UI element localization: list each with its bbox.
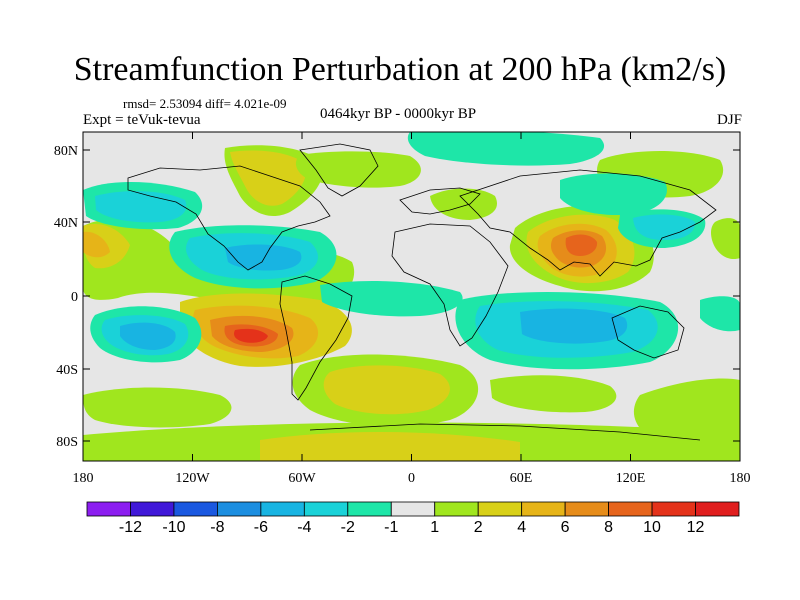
contour-pos bbox=[83, 387, 232, 428]
x-tick-label: 180 bbox=[73, 471, 94, 486]
experiment-label: Expt = teVuk-tevua bbox=[83, 112, 201, 128]
colorbar: -12 -10 -8 -6 -4 -2 -1 1 2 4 6 8 10 12 bbox=[86, 501, 740, 536]
colorbar-label: 1 bbox=[430, 519, 439, 536]
contour-neg bbox=[407, 132, 605, 166]
period-label: 0464kyr BP - 0000kyr BP bbox=[320, 106, 477, 122]
stats-text: rmsd= 2.53094 diff= 4.021e-09 bbox=[123, 96, 287, 111]
x-tick-label: 120E bbox=[616, 471, 646, 486]
y-axis: 80N 40N 0 40S 80S bbox=[54, 144, 740, 450]
colorbar-swatch bbox=[260, 501, 305, 517]
colorbar-swatch bbox=[564, 501, 610, 517]
colorbar-label: -12 bbox=[119, 519, 142, 536]
colorbar-swatch bbox=[434, 501, 479, 517]
colorbar-swatch bbox=[695, 501, 740, 517]
colorbar-label: 6 bbox=[561, 519, 570, 536]
colorbar-label: 4 bbox=[517, 519, 526, 536]
colorbar-swatch bbox=[173, 501, 218, 517]
y-tick-label: 40N bbox=[54, 216, 78, 231]
x-tick-label: 180 bbox=[730, 471, 751, 486]
contour-neg bbox=[320, 280, 463, 317]
contour-pos bbox=[323, 365, 450, 415]
x-tick-label: 120W bbox=[175, 471, 210, 486]
colorbar-label: -6 bbox=[254, 519, 268, 536]
contour-neg bbox=[633, 214, 696, 240]
chart-title: Streamfunction Perturbation at 200 hPa (… bbox=[73, 51, 727, 88]
contour-pos bbox=[711, 218, 740, 260]
colorbar-label: 12 bbox=[687, 519, 705, 536]
x-axis: 180 120W 60W 0 60E 120E 180 bbox=[73, 132, 751, 486]
colorbar-swatch bbox=[130, 501, 175, 517]
contour-neg bbox=[120, 322, 176, 350]
y-tick-label: 80S bbox=[56, 435, 78, 450]
colorbar-swatch bbox=[477, 501, 523, 517]
season-label: DJF bbox=[716, 112, 742, 128]
contour-pos bbox=[83, 231, 110, 258]
contour-pos bbox=[430, 188, 498, 220]
y-tick-label: 40S bbox=[56, 363, 78, 378]
x-tick-label: 60E bbox=[510, 471, 533, 486]
colorbar-label: 8 bbox=[604, 519, 613, 536]
contour-field bbox=[83, 132, 740, 461]
contour-neg bbox=[520, 308, 628, 344]
contour-neg bbox=[560, 173, 667, 216]
x-tick-label: 60W bbox=[288, 471, 316, 486]
y-tick-label: 80N bbox=[54, 144, 78, 159]
colorbar-swatch bbox=[390, 501, 436, 517]
x-tick-label: 0 bbox=[408, 471, 415, 486]
contour-neg bbox=[225, 244, 302, 271]
colorbar-label: -2 bbox=[341, 519, 355, 536]
colorbar-label: -1 bbox=[384, 519, 398, 536]
colorbar-swatch bbox=[347, 501, 392, 517]
colorbar-swatch bbox=[521, 501, 566, 517]
colorbar-label: 10 bbox=[643, 519, 661, 536]
contour-neg bbox=[700, 296, 740, 332]
contour-pos bbox=[260, 431, 520, 461]
contour-pos bbox=[230, 150, 307, 206]
colorbar-swatch bbox=[303, 501, 349, 517]
colorbar-swatch bbox=[651, 501, 696, 517]
contour-pos bbox=[295, 151, 421, 188]
contour-pos bbox=[490, 375, 617, 413]
colorbar-swatch bbox=[86, 501, 131, 517]
colorbar-swatch bbox=[216, 501, 262, 517]
contour-pos bbox=[565, 234, 598, 256]
colorbar-swatch bbox=[608, 501, 653, 517]
colorbar-label: -8 bbox=[210, 519, 224, 536]
contour-pos bbox=[234, 328, 268, 343]
y-tick-label: 0 bbox=[71, 290, 78, 305]
colorbar-label: -10 bbox=[162, 519, 185, 536]
colorbar-label: 2 bbox=[474, 519, 483, 536]
coastlines bbox=[127, 143, 717, 441]
colorbar-label: -4 bbox=[297, 519, 311, 536]
